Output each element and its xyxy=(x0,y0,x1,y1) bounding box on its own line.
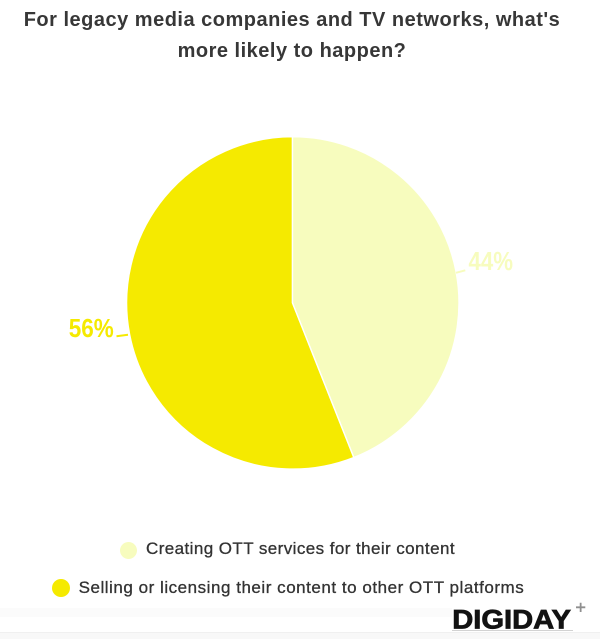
svg-text:DIGIDAY: DIGIDAY xyxy=(452,604,571,634)
svg-text:44%: 44% xyxy=(469,248,514,276)
svg-text:56%: 56% xyxy=(69,315,114,343)
